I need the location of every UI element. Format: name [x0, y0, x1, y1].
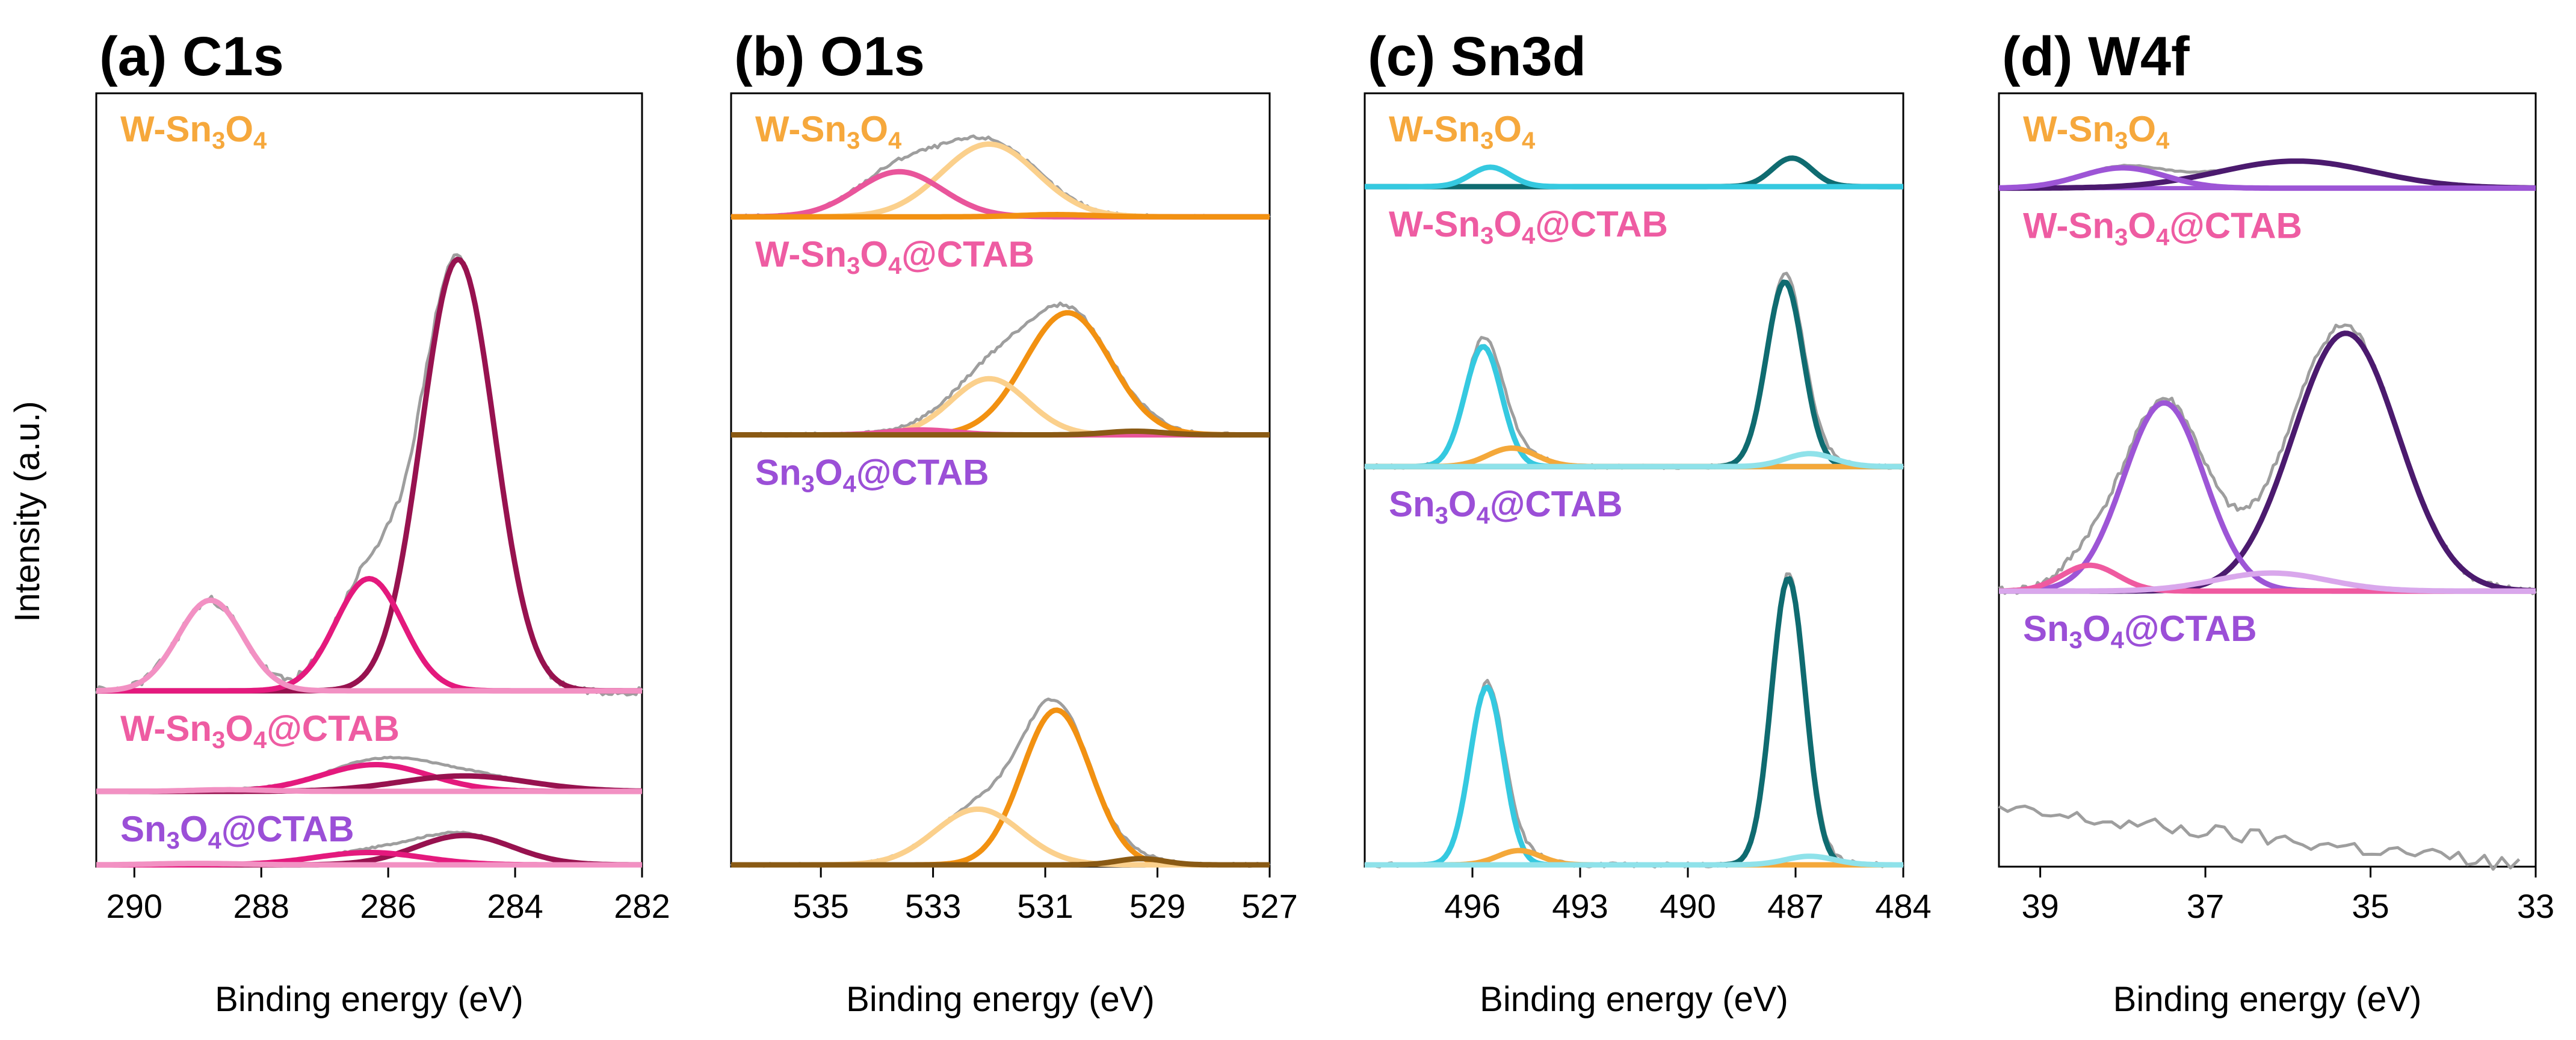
- sample-label: W-Sn3​O4​: [755, 109, 902, 154]
- panel-title: (a) C1s: [99, 26, 284, 87]
- sample-label: W-Sn3​O4​@CTAB: [2023, 206, 2302, 251]
- panels: (a) C1s 290 288 286 284 282 Binding energy (eV…: [94, 26, 2554, 1019]
- x-tick-label: 39: [2021, 887, 2059, 925]
- sample-label: Sn3​O4​@CTAB: [120, 809, 354, 854]
- y-axis-label: Intensity (a.u.): [8, 401, 47, 622]
- panel-title: (d) W4f: [2002, 26, 2190, 87]
- x-tick-label: 531: [1017, 887, 1073, 925]
- sample-label: Sn3​O4​@CTAB: [2023, 608, 2257, 654]
- sample-label: Sn3​O4​@CTAB: [755, 453, 989, 498]
- spectrum-sn3o4-ctab: Sn3​O4​@CTAB: [96, 809, 643, 868]
- spectrum-w-sn3o4: W-Sn3​O4​: [730, 109, 1271, 220]
- sample-label: W-Sn3​O4​@CTAB: [120, 708, 400, 754]
- panel-1: (a) C1s 290 288 286 284 282 Binding energy (eV…: [94, 26, 670, 1019]
- sample-label: W-Sn3​O4​@CTAB: [1389, 204, 1668, 249]
- panel-3: (c) Sn3d 496 493 490 487 484 Binding energy (e…: [1364, 26, 1932, 1019]
- fit-component-530.8: [731, 212, 1270, 220]
- x-tick-label: 496: [1444, 887, 1500, 925]
- x-axis-label: Binding energy (eV): [2113, 980, 2422, 1019]
- x-axis-label: Binding energy (eV): [1480, 980, 1788, 1019]
- fit-component-495.5: [1365, 164, 1903, 190]
- spectrum-w-sn3o4: W-Sn3​O4​: [1364, 109, 1904, 190]
- fit-component-36.2: [1999, 570, 2536, 594]
- x-tick-label: 533: [905, 887, 961, 925]
- spectrum-w-sn3o4-ctab: W-Sn3​O4​@CTAB: [1364, 204, 1904, 470]
- panel-title: (c) Sn3d: [1368, 26, 1586, 87]
- sample-label: W-Sn3​O4​: [120, 109, 267, 154]
- sample-label: Sn3​O4​@CTAB: [1389, 484, 1623, 529]
- fit-component-288.5: [96, 787, 642, 794]
- panel-title: (b) O1s: [734, 26, 925, 87]
- x-tick-label: 493: [1552, 887, 1608, 925]
- x-tick-label: 527: [1241, 887, 1297, 925]
- spectrum-w-sn3o4-ctab: W-Sn3​O4​@CTAB: [96, 708, 643, 794]
- x-tick-label: 282: [614, 887, 670, 925]
- x-axis-label: Binding energy (eV): [846, 980, 1155, 1019]
- x-tick-label: 286: [360, 887, 416, 925]
- spectrum-sn3o4-ctab: Sn3​O4​@CTAB: [1998, 608, 2521, 871]
- x-tick-label: 290: [107, 887, 162, 925]
- fit-component-486.6: [1365, 451, 1903, 469]
- x-tick-label: 484: [1875, 887, 1931, 925]
- plot-frame: [1998, 92, 2537, 868]
- sample-label: W-Sn3​O4​: [2023, 109, 2170, 154]
- spectrum-sn3o4-ctab: Sn3​O4​@CTAB: [1364, 484, 1904, 868]
- spectrum-w-sn3o4-ctab: W-Sn3​O4​@CTAB: [1998, 206, 2537, 595]
- x-tick-label: 37: [2187, 887, 2224, 925]
- x-tick-label: 288: [233, 887, 289, 925]
- fit-component-529.3: [731, 856, 1270, 868]
- fit-component-38: [1998, 165, 2536, 191]
- spectrum-w-sn3o4: W-Sn3​O4​: [1998, 109, 2536, 191]
- x-tick-label: 529: [1129, 887, 1185, 925]
- spectrum-w-sn3o4: W-Sn3​O4​: [94, 109, 643, 697]
- panel-4: (d) W4f 39 37 35 33 Binding energy (eV) Sn3​O4…: [1998, 26, 2554, 1019]
- fit-component-35.9: [1999, 158, 2536, 191]
- fit-component-529.4: [731, 429, 1270, 438]
- x-tick-label: 33: [2517, 887, 2554, 925]
- panel-2: (b) O1s 535 533 531 529 527 Binding energy (eV…: [730, 26, 1298, 1019]
- fit-component-486.6: [1365, 853, 1903, 868]
- sample-label: W-Sn3​O4​@CTAB: [755, 234, 1034, 279]
- envelope-curve: [1998, 804, 2521, 871]
- x-tick-label: 535: [792, 887, 848, 925]
- x-tick-label: 490: [1660, 887, 1716, 925]
- spectrum-w-sn3o4-ctab: W-Sn3​O4​@CTAB: [730, 234, 1270, 438]
- spectrum-sn3o4-ctab: Sn3​O4​@CTAB: [730, 453, 1271, 868]
- x-tick-label: 487: [1767, 887, 1823, 925]
- fit-component-289: [96, 861, 642, 868]
- sample-label: W-Sn3​O4​: [1389, 109, 1536, 154]
- x-axis-label: Binding energy (eV): [215, 980, 524, 1019]
- x-tick-label: 284: [487, 887, 543, 925]
- fit-component-288.8: [96, 597, 642, 694]
- x-tick-label: 35: [2352, 887, 2389, 925]
